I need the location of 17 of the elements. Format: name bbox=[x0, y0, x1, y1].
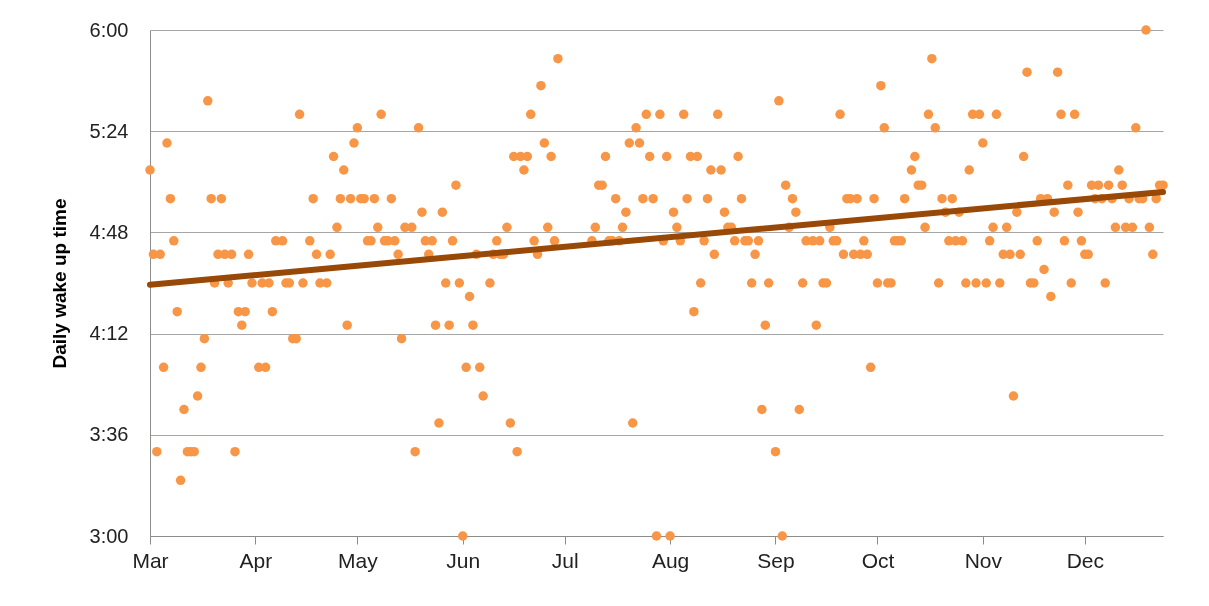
x-tick-label: Dec bbox=[1066, 548, 1104, 572]
y-axis-title: Daily wake up time bbox=[48, 198, 70, 369]
y-tick-label: 4:12 bbox=[89, 322, 129, 345]
x-tick-label: Jul bbox=[551, 548, 579, 572]
y-tick-label: 3:36 bbox=[89, 423, 129, 446]
y-tick-label: 4:48 bbox=[89, 220, 129, 243]
x-tick-label: Mar bbox=[132, 548, 169, 572]
x-tick-label: May bbox=[338, 548, 379, 572]
x-tick-label: Aug bbox=[651, 548, 690, 572]
x-tick-label: Apr bbox=[239, 548, 273, 572]
x-tick-label: Jun bbox=[446, 548, 481, 572]
x-tick-label: Oct bbox=[861, 548, 895, 572]
y-tick-label: 3:00 bbox=[89, 524, 129, 547]
y-tick-label: 6:00 bbox=[89, 18, 129, 41]
y-tick-label: 5:24 bbox=[89, 119, 129, 142]
x-tick-label: Sep bbox=[757, 548, 795, 572]
x-tick-label: Nov bbox=[964, 548, 1003, 572]
